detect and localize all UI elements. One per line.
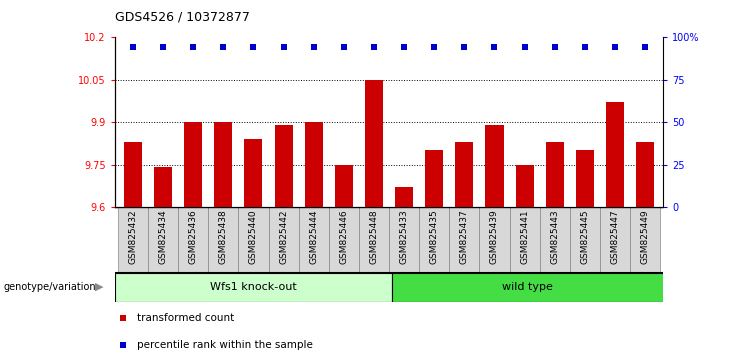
Bar (570, 207, 600, 273)
Text: GSM825436: GSM825436 (189, 209, 198, 264)
Bar (245, 139, 262, 207)
Text: GSM825437: GSM825437 (460, 209, 469, 264)
Bar (539, 207, 570, 273)
Text: GSM825438: GSM825438 (219, 209, 227, 264)
Bar (124, 142, 142, 207)
Bar (455, 142, 473, 207)
Bar (479, 207, 510, 273)
Text: GSM825446: GSM825446 (339, 209, 348, 264)
Bar (185, 122, 202, 207)
Bar (576, 150, 594, 207)
Text: GSM825440: GSM825440 (249, 209, 258, 264)
Text: GSM825443: GSM825443 (551, 209, 559, 264)
Bar (516, 165, 534, 207)
Bar (359, 207, 389, 273)
Bar (449, 207, 479, 273)
Bar (395, 187, 413, 207)
Text: percentile rank within the sample: percentile rank within the sample (137, 340, 313, 350)
Text: GSM825435: GSM825435 (430, 209, 439, 264)
Text: genotype/variation: genotype/variation (4, 282, 96, 292)
Text: GSM825447: GSM825447 (611, 209, 619, 264)
Text: GSM825449: GSM825449 (641, 209, 650, 264)
Bar (239, 207, 268, 273)
Text: wild type: wild type (502, 282, 553, 292)
Text: GSM825448: GSM825448 (370, 209, 379, 264)
Bar (335, 165, 353, 207)
Bar (392, 273, 675, 302)
Bar (545, 142, 564, 207)
Text: GSM825433: GSM825433 (399, 209, 408, 264)
Bar (600, 207, 630, 273)
Text: GDS4526 / 10372877: GDS4526 / 10372877 (115, 11, 250, 24)
Bar (299, 207, 329, 273)
Text: GSM825445: GSM825445 (580, 209, 589, 264)
Bar (389, 207, 419, 273)
Bar (268, 207, 299, 273)
Bar (208, 207, 239, 273)
Bar (274, 125, 293, 207)
Text: ▶: ▶ (95, 282, 103, 292)
Text: GSM825442: GSM825442 (279, 209, 288, 264)
Bar (419, 207, 449, 273)
Bar (148, 207, 178, 273)
Text: GSM825439: GSM825439 (490, 209, 499, 264)
Bar (510, 207, 539, 273)
Text: GSM825432: GSM825432 (128, 209, 137, 264)
Bar (365, 80, 383, 207)
Bar (214, 122, 233, 207)
Bar (305, 122, 323, 207)
Bar (630, 207, 660, 273)
Bar (154, 167, 172, 207)
Bar (425, 150, 443, 207)
Bar (329, 207, 359, 273)
Bar (118, 207, 148, 273)
Bar (485, 125, 504, 207)
Bar (636, 142, 654, 207)
Text: GSM825434: GSM825434 (159, 209, 167, 264)
Text: GSM825441: GSM825441 (520, 209, 529, 264)
Text: transformed count: transformed count (137, 313, 234, 324)
Bar (606, 102, 624, 207)
Bar (178, 207, 208, 273)
Text: GSM825444: GSM825444 (309, 209, 318, 264)
Bar (115, 273, 392, 302)
Text: Wfs1 knock-out: Wfs1 knock-out (210, 282, 297, 292)
